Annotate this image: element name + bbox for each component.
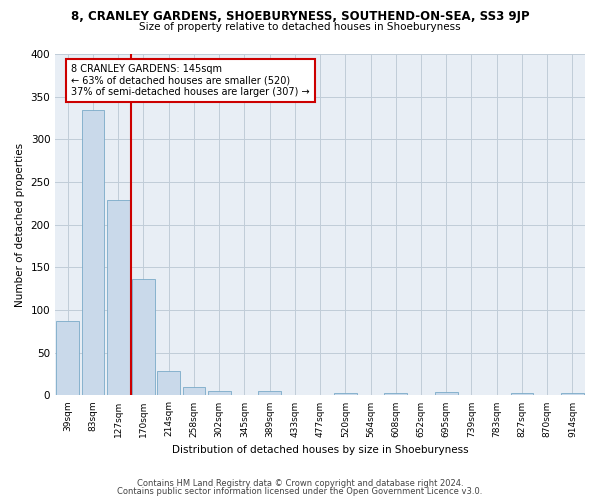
Bar [107,200,130,396]
Bar [511,393,533,396]
Bar [56,321,79,396]
Bar [435,392,458,396]
Text: Contains public sector information licensed under the Open Government Licence v3: Contains public sector information licen… [118,487,482,496]
Text: Size of property relative to detached houses in Shoeburyness: Size of property relative to detached ho… [139,22,461,32]
Text: 8, CRANLEY GARDENS, SHOEBURYNESS, SOUTHEND-ON-SEA, SS3 9JP: 8, CRANLEY GARDENS, SHOEBURYNESS, SOUTHE… [71,10,529,23]
Bar [561,393,584,396]
Bar [385,393,407,396]
Text: 8 CRANLEY GARDENS: 145sqm
← 63% of detached houses are smaller (520)
37% of semi: 8 CRANLEY GARDENS: 145sqm ← 63% of detac… [71,64,310,98]
Y-axis label: Number of detached properties: Number of detached properties [15,142,25,307]
X-axis label: Distribution of detached houses by size in Shoeburyness: Distribution of detached houses by size … [172,445,469,455]
Bar [334,393,356,396]
Bar [157,370,180,396]
Bar [258,391,281,396]
Bar [182,387,205,396]
Text: Contains HM Land Registry data © Crown copyright and database right 2024.: Contains HM Land Registry data © Crown c… [137,478,463,488]
Bar [208,391,230,396]
Bar [82,110,104,396]
Bar [132,280,155,396]
